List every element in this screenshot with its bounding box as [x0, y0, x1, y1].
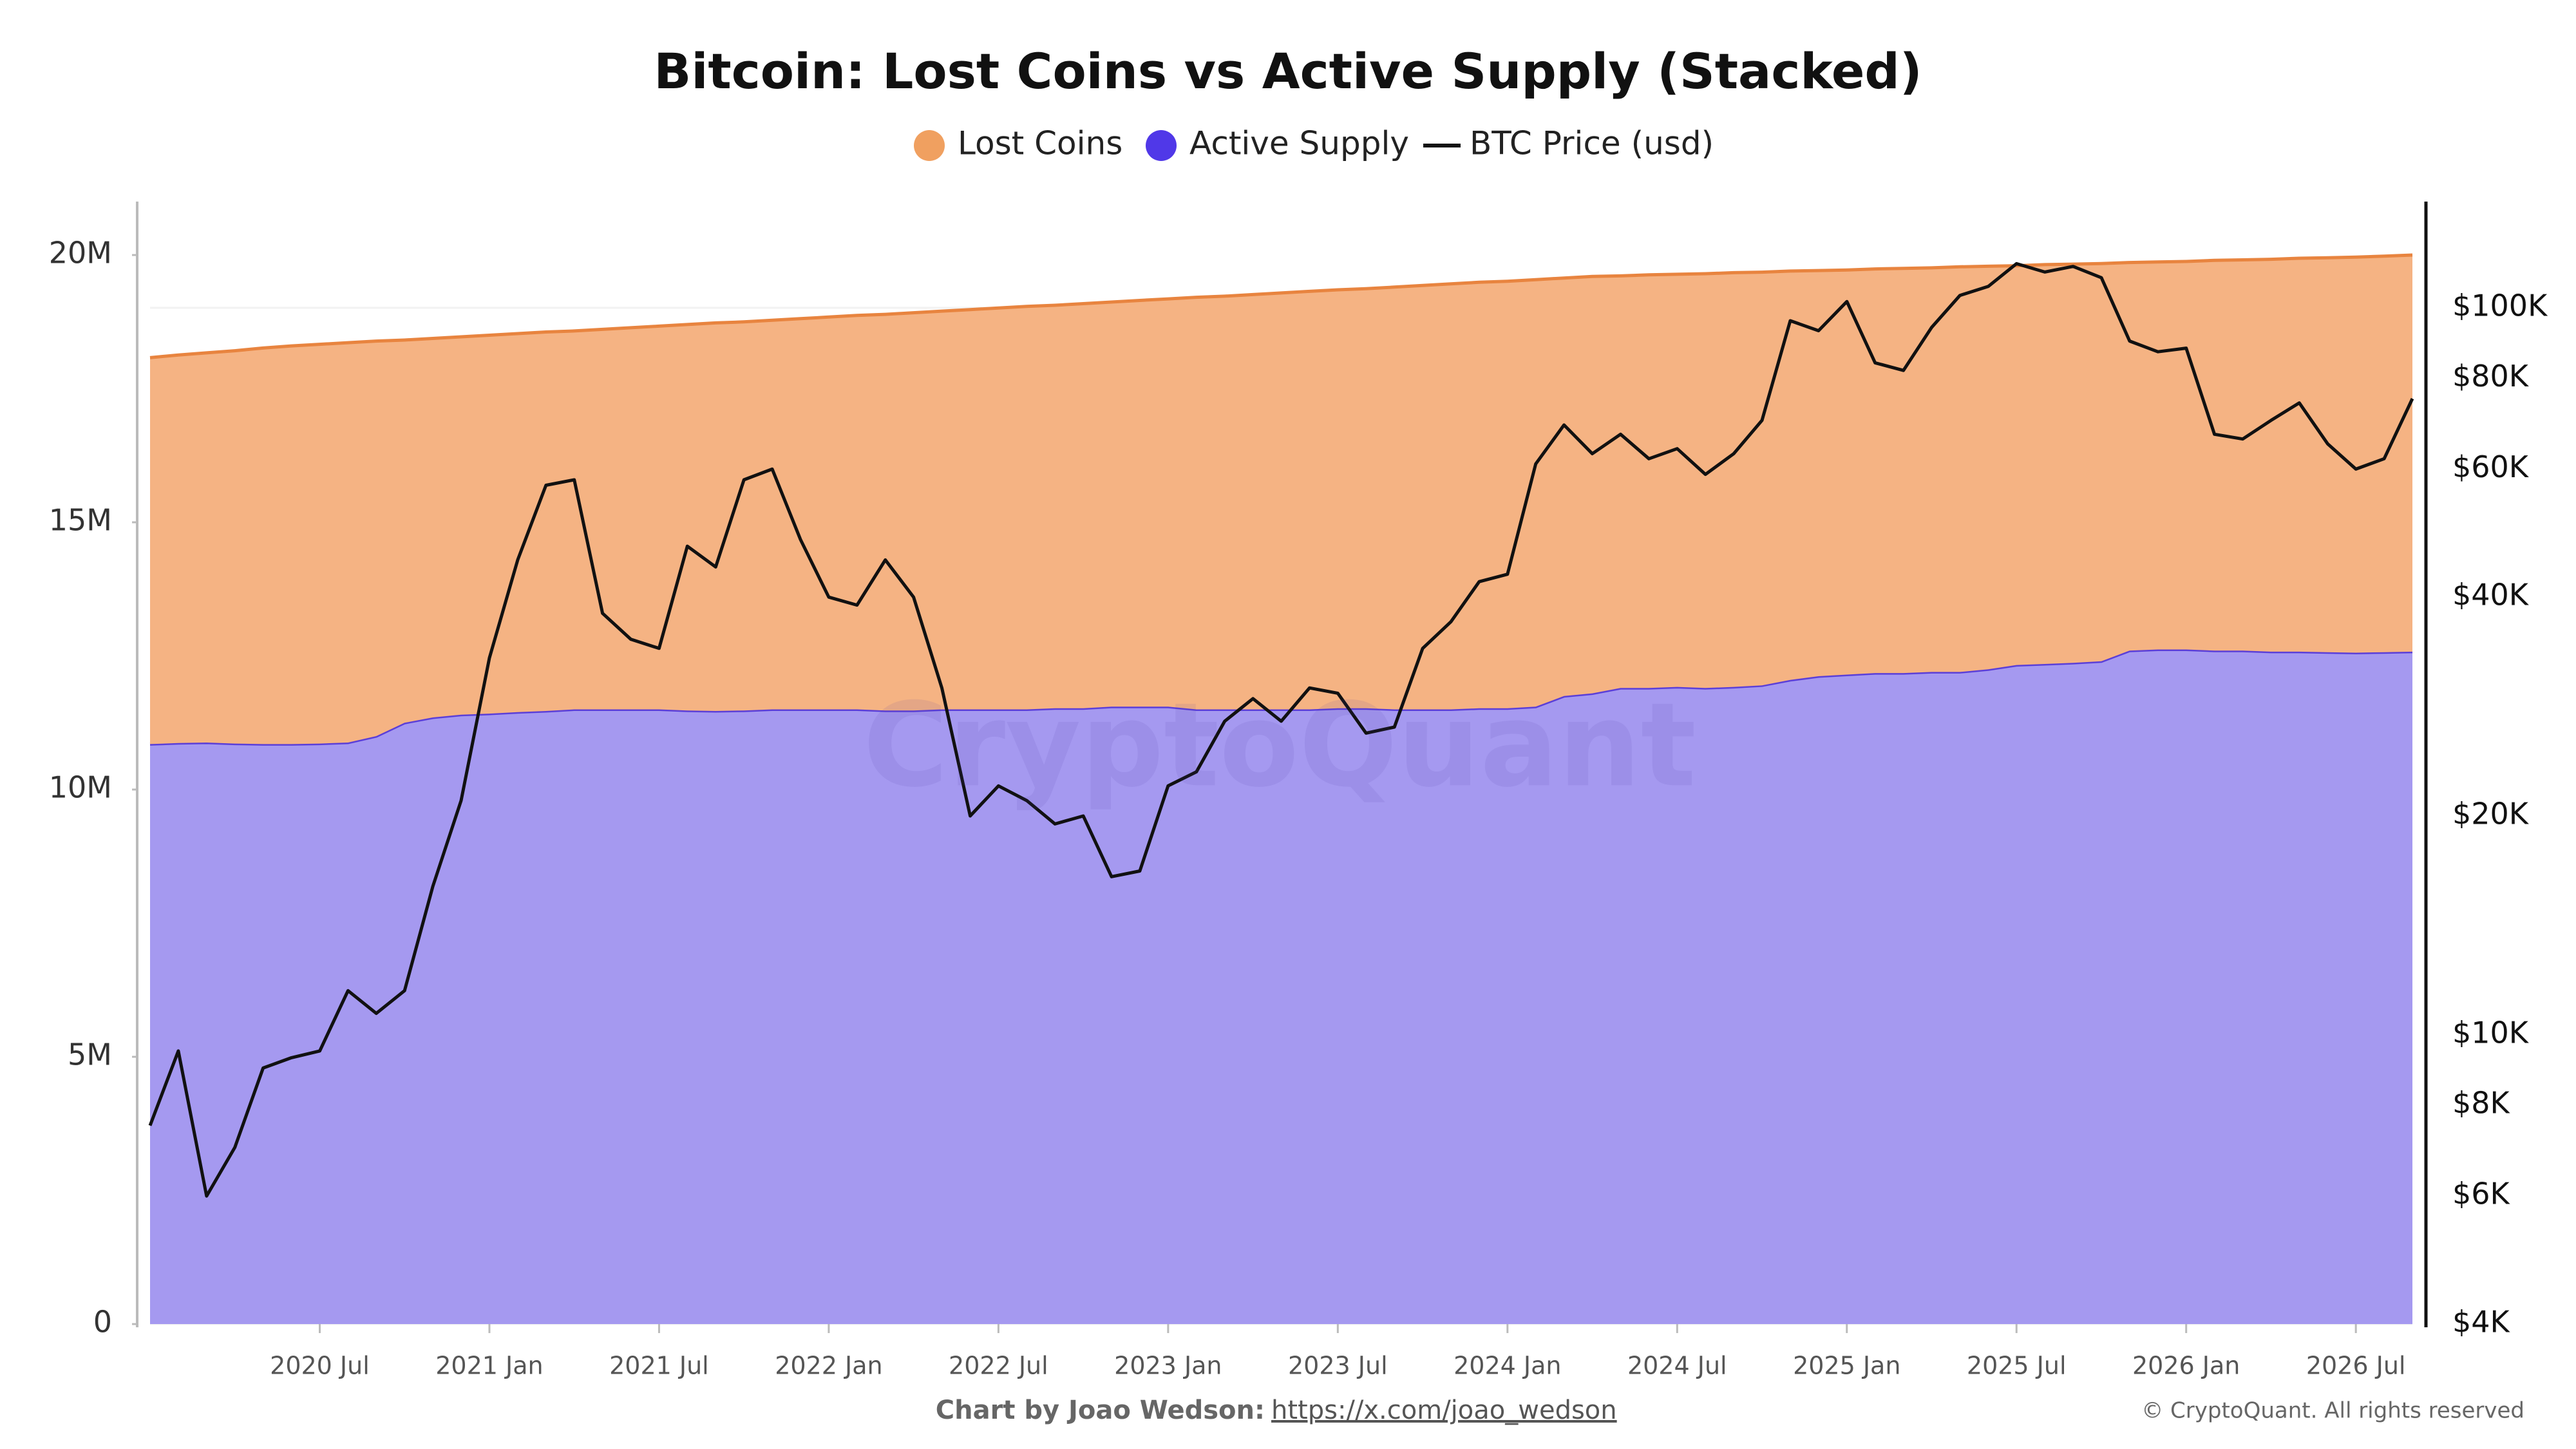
x-tick-label: 2026 Jul [2306, 1352, 2406, 1380]
area-edge [149, 253, 2413, 359]
x-tick-label: 2024 Jan [1454, 1352, 1561, 1380]
y-tick-label: 15M [49, 503, 112, 538]
legend-label: BTC Price (usd) [1470, 125, 1714, 162]
copyright: © CryptoQuant. All rights reserved [2141, 1398, 2524, 1424]
x-tick-label: 2023 Jul [1288, 1352, 1388, 1380]
legend-label: Active Supply [1189, 125, 1409, 162]
x-tick-label: 2021 Jan [435, 1352, 543, 1380]
footer-credit: Chart by Joao Wedson: [936, 1396, 1265, 1425]
legend-marker [914, 130, 945, 161]
plot-area: 0 5M 10M 15M 20M $4K $6K $8K $10K $20K $40K $60K $80… [49, 202, 2548, 1380]
y2-tick-label: $100K [2452, 288, 2548, 323]
y2-tick-label: $40K [2452, 578, 2530, 612]
y-tick-label: 0 [93, 1305, 112, 1340]
legend-marker [1146, 130, 1177, 161]
chart-title: Bitcoin: Lost Coins vs Active Supply (St… [654, 43, 1922, 100]
y2-tick-label: $4K [2452, 1305, 2511, 1340]
y-tick-label: 20M [49, 236, 112, 270]
x-tick-label: 2025 Jul [1967, 1352, 2067, 1380]
x-tick-label: 2022 Jan [775, 1352, 882, 1380]
x-tick-label: 2021 Jul [609, 1352, 709, 1380]
area [150, 649, 2412, 1324]
y-tick-label: 5M [68, 1037, 112, 1072]
area [150, 255, 2412, 744]
y2-tick-label: $6K [2452, 1177, 2511, 1211]
x-tick-label: 2026 Jan [2132, 1352, 2240, 1380]
x-tick-label: 2020 Jul [270, 1352, 370, 1380]
y2-tick-label: $10K [2452, 1015, 2530, 1050]
x-tick-label: 2023 Jan [1114, 1352, 1222, 1380]
y2-tick-label: $20K [2452, 796, 2530, 831]
x-tick-label: 2022 Jul [949, 1352, 1048, 1380]
x-tick-label: 2025 Jan [1793, 1352, 1900, 1380]
y-tick-label: 10M [49, 770, 112, 805]
price-line [148, 261, 2414, 1198]
y2-tick-label: $8K [2452, 1086, 2511, 1121]
x-tick-label: 2024 Jul [1627, 1352, 1727, 1380]
watermark: CryptoQuant [863, 678, 1696, 813]
y2-tick-label: $80K [2452, 359, 2530, 393]
legend-label: Lost Coins [958, 125, 1122, 162]
y2-tick-label: $60K [2452, 450, 2530, 484]
footer-link[interactable]: https://x.com/joao_wedson [1271, 1396, 1617, 1425]
